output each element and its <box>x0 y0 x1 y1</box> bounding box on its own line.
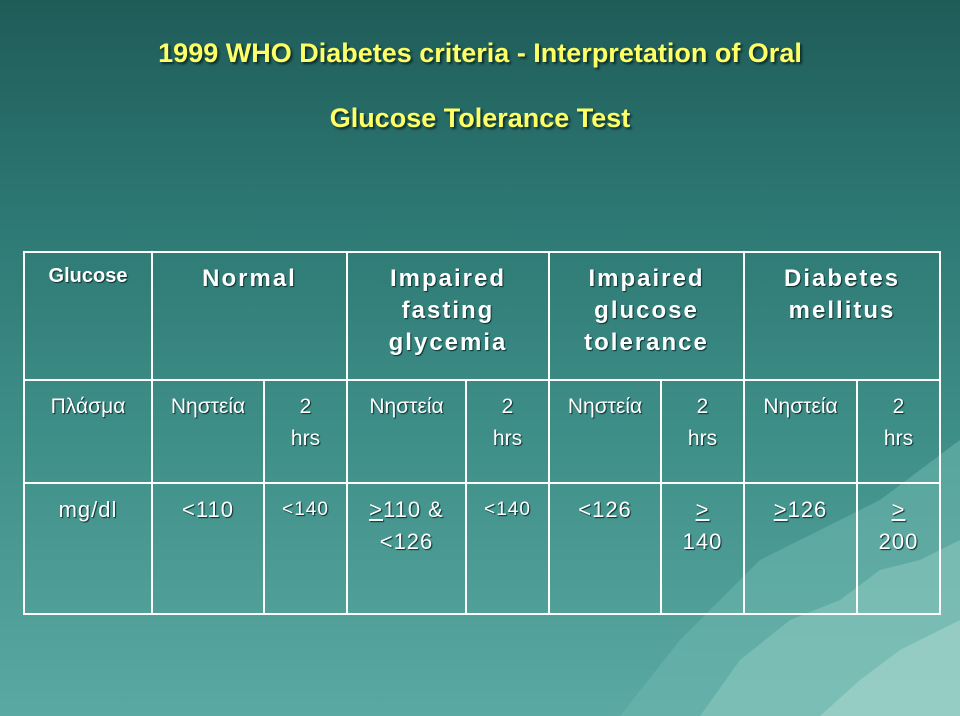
value-ifg-fasting: >110 & <126 <box>346 482 467 615</box>
value-dm-fasting: >126 <box>743 482 859 615</box>
subheader-normal-2hrs: 2 hrs <box>263 379 348 484</box>
header-glucose: Glucose <box>23 251 153 381</box>
value-normal-fasting: <110 <box>151 482 265 615</box>
header-impaired-fasting-glycemia: Impaired fasting glycemia <box>345 251 551 381</box>
value-ifg-2hrs: <140 <box>464 482 551 615</box>
subheader-dm-fasting: Νηστεία <box>743 379 859 484</box>
header-normal: Normal <box>151 251 348 381</box>
header-line: Diabetes <box>784 265 901 292</box>
header-diabetes-mellitus: Diabetes mellitus <box>743 251 942 381</box>
ge-symbol: > <box>891 497 906 522</box>
ogtt-criteria-table: Glucose Normal Impaired fasting glycemia… <box>23 251 942 615</box>
header-line: glucose <box>594 297 699 324</box>
subheader-normal-fasting: Νηστεία <box>151 379 265 484</box>
subheader-igt-fasting: Νηστεία <box>548 379 663 484</box>
value-dm-2hrs: > 200 <box>856 482 942 615</box>
header-line: mellitus <box>788 297 896 324</box>
value-unit: mg/dl <box>23 482 153 615</box>
table-subheader-row: Πλάσμα Νηστεία 2 hrs Νηστεία 2 hrs Νηστε… <box>23 379 942 484</box>
header-line: Impaired <box>389 265 507 292</box>
slide-title-line2: Glucose Tolerance Test <box>329 103 631 133</box>
slide-title-line1: 1999 WHO Diabetes criteria - Interpretat… <box>158 38 802 68</box>
subheader-ifg-fasting: Νηστεία <box>346 379 467 484</box>
header-line: Impaired <box>588 265 705 292</box>
value-normal-2hrs: <140 <box>263 482 348 615</box>
value-igt-fasting: <126 <box>548 482 663 615</box>
ge-symbol: > <box>695 497 710 522</box>
subheader-plasma: Πλάσμα <box>23 379 153 484</box>
table-values-row: mg/dl <110 <140 >110 & <126 <140 <126 > … <box>23 482 942 615</box>
table-header-row: Glucose Normal Impaired fasting glycemia… <box>23 251 942 381</box>
subheader-dm-2hrs: 2 hrs <box>856 379 942 484</box>
ge-symbol: > <box>369 497 383 522</box>
ge-symbol: > <box>773 497 788 522</box>
subheader-ifg-2hrs: 2 hrs <box>464 379 551 484</box>
value-igt-2hrs: > 140 <box>660 482 746 615</box>
header-impaired-glucose-tolerance: Impaired glucose tolerance <box>548 251 746 381</box>
header-line: tolerance <box>584 329 709 356</box>
header-line: glycemia <box>388 329 508 356</box>
subheader-igt-2hrs: 2 hrs <box>660 379 746 484</box>
header-line: fasting <box>401 297 495 324</box>
